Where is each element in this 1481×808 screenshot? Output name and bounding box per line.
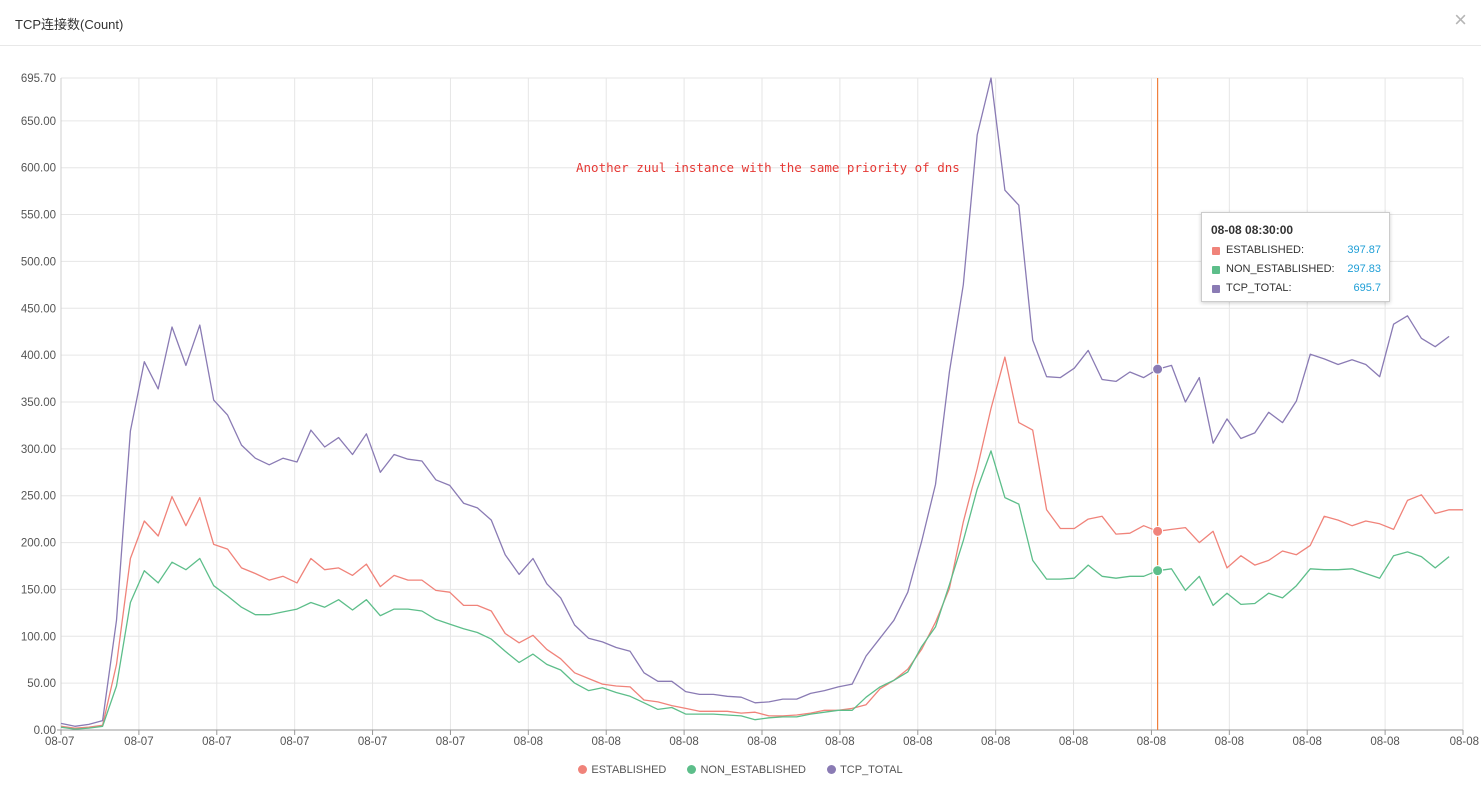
x-tick-label: 08-08 <box>981 736 1010 748</box>
x-tick-label: 08-07 <box>124 736 153 748</box>
x-tick-label: 08-08 <box>592 736 621 748</box>
highlight-point-non-established <box>1152 565 1164 577</box>
y-tick-label: 600.00 <box>21 163 56 175</box>
series-line-established[interactable] <box>60 356 1463 729</box>
y-tick-label: 400.00 <box>21 350 56 362</box>
tooltip-title: 08-08 08:30:00 <box>1211 223 1294 237</box>
y-tick-label: 550.00 <box>21 210 56 222</box>
legend-item-tcp-total[interactable]: TCP_TOTAL <box>827 764 903 776</box>
tcp-total-swatch-icon <box>1212 285 1220 293</box>
y-tick-label: 100.00 <box>21 631 56 643</box>
legend-item-established[interactable]: ESTABLISHED <box>578 764 666 776</box>
x-tick-label: 08-07 <box>436 736 465 748</box>
x-axis-ticks: 08-07 08-07 08-07 08-07 08-07 08-07 08-08 08-08… <box>45 736 1479 748</box>
y-tick-label: 200.00 <box>21 538 56 550</box>
x-tick-label: 08-07 <box>202 736 231 748</box>
y-tick-label: 500.00 <box>21 256 56 268</box>
close-icon[interactable]: × <box>1454 7 1467 32</box>
tcp-total-dot-icon <box>827 765 837 774</box>
y-tick-label: 50.00 <box>27 678 56 690</box>
y-tick-label: 350.00 <box>21 397 56 409</box>
tooltip-label: ESTABLISHED: <box>1226 244 1305 256</box>
x-tick-label: 08-08 <box>1059 736 1088 748</box>
non-established-dot-icon <box>687 765 697 774</box>
x-tick-label: 08-08 <box>825 736 854 748</box>
tooltip-row-established: ESTABLISHED: 397.87 <box>1211 244 1381 258</box>
x-tick-label: 08-07 <box>358 736 387 748</box>
x-tick-label: 08-08 <box>747 736 776 748</box>
legend-item-non-established[interactable]: NON_ESTABLISHED <box>687 764 806 776</box>
x-tick-label: 08-07 <box>280 736 309 748</box>
y-tick-label: 300.00 <box>21 444 56 456</box>
x-tick-label: 08-08 <box>669 736 698 748</box>
tooltip-label: TCP_TOTAL: <box>1226 282 1292 294</box>
x-tick-label: 08-08 <box>1450 736 1479 748</box>
x-tick-label: 08-08 <box>903 736 932 748</box>
tooltip-row-tcp-total: TCP_TOTAL: 695.7 <box>1211 282 1381 296</box>
x-tick-label: 08-08 <box>1215 736 1244 748</box>
chart-series <box>60 77 1463 730</box>
x-tick-label: 08-08 <box>1137 736 1166 748</box>
series-line-tcp-total[interactable] <box>60 77 1450 727</box>
data-tooltip: 08-08 08:30:00 ESTABLISHED: 397.87 NON_E… <box>1201 212 1390 302</box>
y-tick-label: 0.00 <box>34 725 56 737</box>
x-tick-label: 08-08 <box>1293 736 1322 748</box>
x-tick-label: 08-07 <box>45 736 74 748</box>
chart-title: TCP连接数(Count) <box>15 17 124 32</box>
x-tick-label: 08-08 <box>514 736 543 748</box>
non-established-swatch-icon <box>1212 266 1220 274</box>
chart-header: TCP连接数(Count) × <box>0 0 1481 46</box>
tooltip-value: 397.87 <box>1347 244 1381 256</box>
chart-grid <box>57 77 1464 735</box>
x-tick-label: 08-08 <box>1370 736 1399 748</box>
y-tick-label: 650.00 <box>21 116 56 128</box>
tooltip-row-non-established: NON_ESTABLISHED: 297.83 <box>1211 263 1381 277</box>
y-tick-label: 150.00 <box>21 584 56 596</box>
series-line-non-established[interactable] <box>60 450 1450 730</box>
established-dot-icon <box>578 765 588 774</box>
y-tick-label: 695.70 <box>21 73 56 85</box>
y-tick-label: 450.00 <box>21 303 56 315</box>
tooltip-value: 695.7 <box>1353 282 1381 294</box>
chart-legend: ESTABLISHED NON_ESTABLISHED TCP_TOTAL <box>0 764 1481 776</box>
chart-annotation: Another zuul instance with the same prio… <box>576 160 960 175</box>
y-axis-ticks: 0.00 50.00 100.00 150.00 200.00 250.00 300.00 3… <box>21 73 56 737</box>
tooltip-value: 297.83 <box>1347 263 1381 275</box>
y-tick-label: 250.00 <box>21 491 56 503</box>
highlight-point-established <box>1152 525 1164 537</box>
tooltip-label: NON_ESTABLISHED: <box>1226 263 1335 275</box>
established-swatch-icon <box>1212 247 1220 255</box>
highlight-point-tcp-total <box>1152 363 1164 375</box>
